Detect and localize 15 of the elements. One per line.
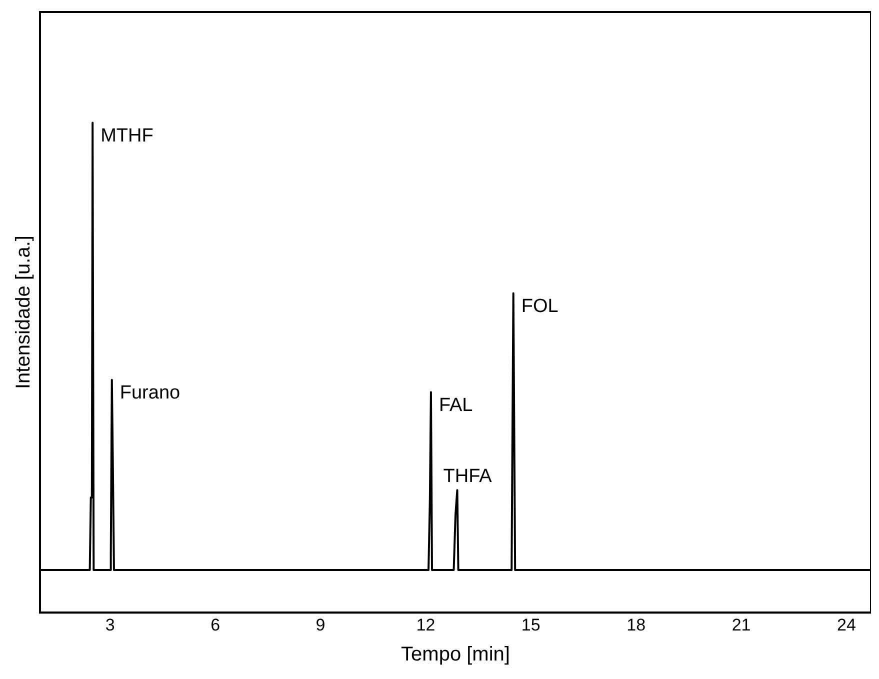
- x-tick-label: 9: [316, 615, 326, 634]
- x-tick-label: 18: [626, 615, 646, 634]
- x-tick-label: 21: [732, 615, 751, 634]
- x-tick-label: 24: [836, 615, 856, 634]
- annotation: FOL: [521, 296, 558, 317]
- annotation: THFA: [443, 466, 492, 487]
- x-tick-label: 3: [105, 615, 115, 634]
- annotation: FAL: [438, 394, 473, 416]
- annotation: MTHF: [100, 125, 154, 146]
- x-tick-label: 6: [210, 615, 220, 634]
- annotation: Furano: [120, 382, 180, 404]
- x-tick-label: 12: [416, 615, 436, 634]
- x-tick-label: 15: [521, 615, 540, 634]
- y-axis-title: Intensidade [u.a.]: [12, 236, 35, 390]
- x-axis-title: Tempo [min]: [401, 644, 510, 666]
